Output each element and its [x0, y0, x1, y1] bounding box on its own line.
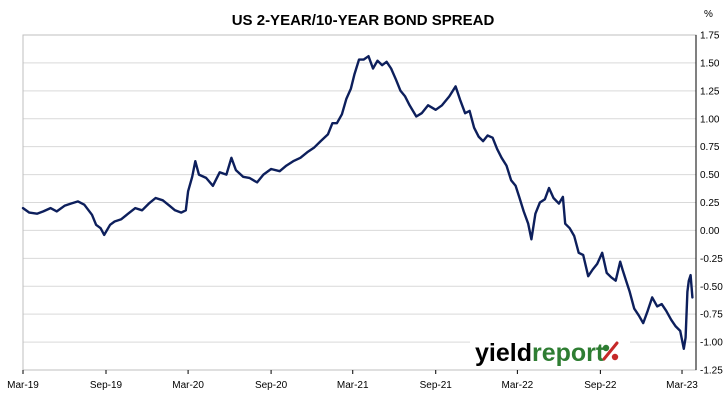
- x-tick-label: Mar-19: [7, 380, 39, 391]
- y-tick-label: 1.50: [700, 58, 720, 69]
- spread-series-line: [21, 55, 694, 350]
- y-axis-unit-label: %: [704, 9, 713, 20]
- logo-prefix: yield: [475, 339, 532, 367]
- x-tick-label: Sep-20: [255, 380, 288, 391]
- yieldreport-logo: yieldreport: [470, 333, 630, 368]
- logo-wordmark: yieldreport: [475, 339, 605, 367]
- series-layer: [21, 55, 694, 350]
- y-tick-label: 0.75: [700, 142, 720, 153]
- x-tick-label: Mar-20: [172, 380, 204, 391]
- y-tick-label: -0.25: [700, 254, 723, 265]
- x-tick-label: Mar-21: [337, 380, 369, 391]
- logo-suffix: report: [532, 339, 605, 367]
- axes: [22, 34, 697, 374]
- y-tick-labels: 1.75 1.50 1.25 1.00 0.75 0.50 0.25 0.00 -0.25 -0.…: [700, 31, 723, 377]
- logo-background: [470, 333, 630, 368]
- x-tick-label: Sep-22: [584, 380, 617, 391]
- y-tick-label: 1.00: [700, 114, 720, 125]
- percent-slash: [602, 341, 619, 361]
- percent-dot-top: [602, 344, 610, 352]
- y-tick-label: -0.75: [700, 310, 723, 321]
- y-tick-label: -1.25: [700, 366, 723, 377]
- percent-dot-bottom: [611, 353, 619, 361]
- y-tick-label: 1.25: [700, 86, 720, 97]
- gridlines: [23, 34, 696, 371]
- x-tick-labels: Mar-19 Sep-19 Mar-20 Sep-20 Mar-21 Sep-21 Mar-…: [7, 380, 698, 391]
- y-tick-label: 1.75: [700, 31, 720, 42]
- x-tick-label: Mar-22: [502, 380, 534, 391]
- x-tick-label: Sep-21: [420, 380, 453, 391]
- y-tick-label: 0.25: [700, 198, 720, 209]
- percent-logo-icon: [602, 341, 619, 361]
- y-tick-label: -0.50: [700, 282, 723, 293]
- x-tick-label: Sep-19: [90, 380, 123, 391]
- x-tick-label: Mar-23: [666, 380, 698, 391]
- y-tick-label: -1.00: [700, 338, 723, 349]
- y-tick-label: 0.50: [700, 170, 720, 181]
- chart-title: US 2-YEAR/10-YEAR BOND SPREAD: [232, 12, 495, 29]
- y-tick-label: 0.00: [700, 226, 720, 237]
